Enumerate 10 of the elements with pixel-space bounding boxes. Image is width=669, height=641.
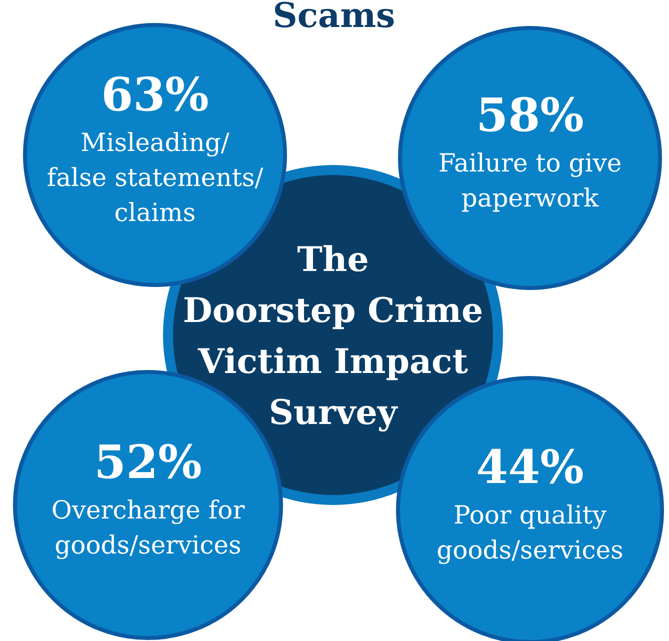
category-label: Overcharge for goods/services	[51, 496, 245, 560]
data-label: 58%	[476, 88, 584, 142]
text: Scams	[272, 0, 396, 36]
text: The Doorstep Crime Victim Impact Survey	[182, 240, 484, 433]
category-label: Poor quality goods/services	[436, 500, 624, 564]
data-label: 52%	[94, 434, 202, 489]
category-label: Failure to give paperwork	[438, 148, 622, 212]
data-label: 44%	[476, 440, 584, 494]
category-label: Misleading/ false statements/ claims	[46, 128, 264, 227]
data-label: 63%	[101, 67, 209, 122]
